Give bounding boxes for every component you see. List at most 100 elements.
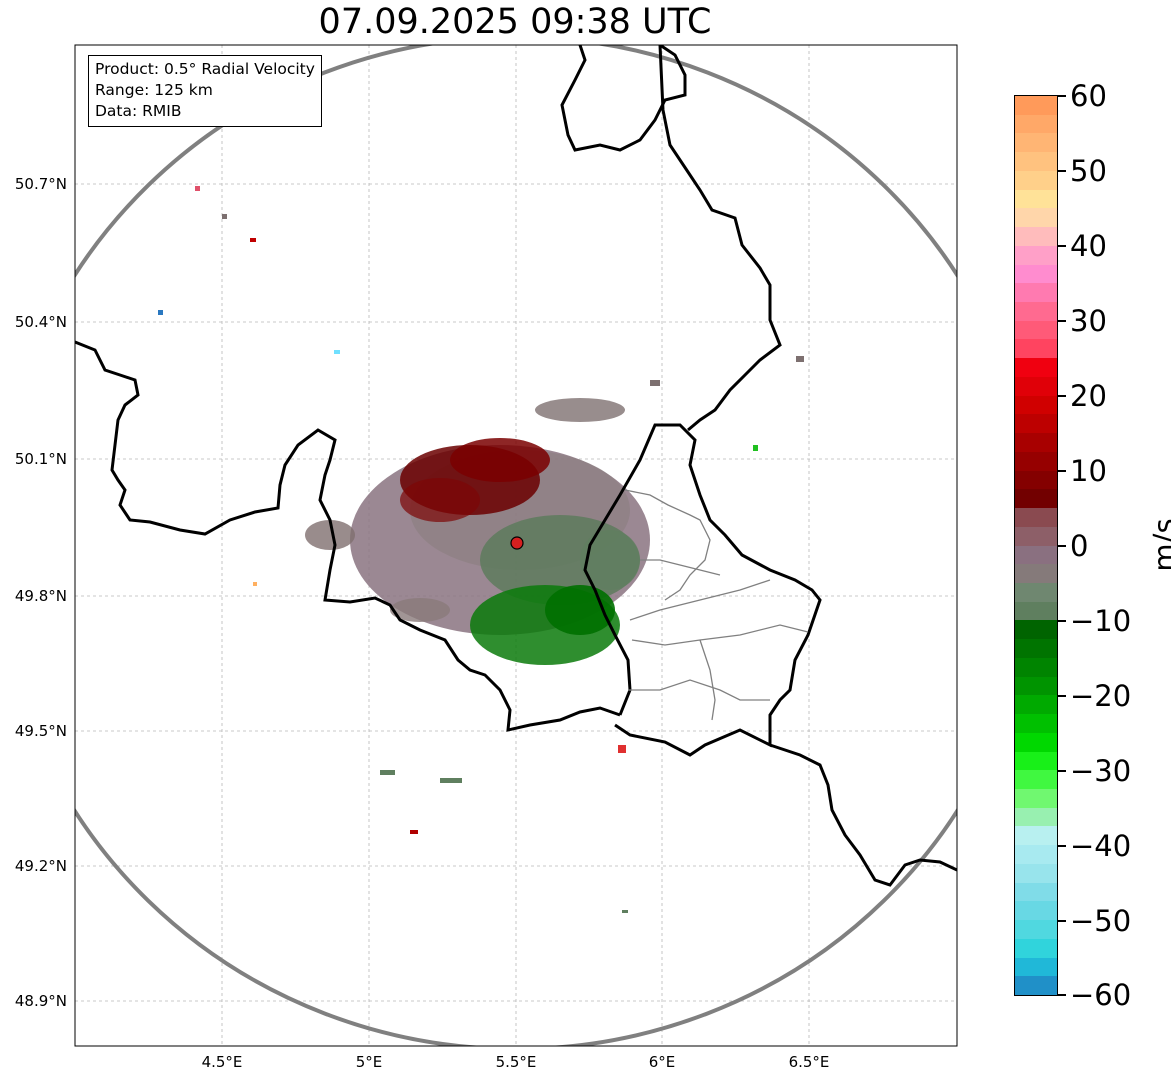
data-source-label: Data: RMIB [95, 102, 182, 120]
colorbar-band [1015, 152, 1057, 172]
plot-frame [74, 44, 958, 1047]
colorbar-band [1015, 376, 1057, 397]
colorbar-band [1015, 564, 1057, 584]
colorbar-tick [1058, 395, 1066, 397]
colorbar-band [1015, 208, 1057, 228]
colorbar-tick [1058, 770, 1066, 772]
colorbar-tick [1058, 845, 1066, 847]
colorbar-band [1015, 283, 1057, 303]
x-tick-label: 5°E [356, 1053, 383, 1071]
colorbar-band [1015, 657, 1057, 678]
colorbar-band [1015, 339, 1057, 360]
colorbar-band [1015, 227, 1057, 247]
colorbar-band [1015, 639, 1057, 659]
colorbar-tick [1058, 470, 1066, 472]
y-tick-label: 48.9°N [15, 992, 67, 1010]
colorbar-band [1015, 433, 1057, 453]
colorbar-band [1015, 714, 1057, 734]
product-label: Product: 0.5° Radial Velocity [95, 60, 315, 78]
colorbar-band [1015, 96, 1057, 116]
colorbar-band [1015, 601, 1057, 622]
colorbar-band [1015, 320, 1057, 341]
colorbar-tick [1058, 620, 1066, 622]
colorbar-band [1015, 863, 1057, 884]
colorbar-band [1015, 582, 1057, 603]
colorbar-band [1015, 245, 1057, 266]
colorbar-band [1015, 133, 1057, 154]
colorbar-tick [1058, 545, 1066, 547]
colorbar-band [1015, 676, 1057, 697]
colorbar-band [1015, 976, 1057, 995]
colorbar-band [1015, 414, 1057, 435]
colorbar-tick [1058, 170, 1066, 172]
colorbar-band [1015, 526, 1057, 547]
colorbar-band [1015, 489, 1057, 509]
colorbar-band [1015, 901, 1057, 921]
range-label: Range: 125 km [95, 81, 213, 99]
y-tick-label: 49.8°N [15, 587, 67, 605]
colorbar-band [1015, 920, 1057, 940]
x-axis-labels: 4.5°E 5°E 5.5°E 6°E 6.5°E [202, 1053, 830, 1071]
y-tick-label: 49.2°N [15, 857, 67, 875]
x-tick-label: 6°E [649, 1053, 676, 1071]
colorbar-label: −20 [1070, 679, 1132, 713]
colorbar-label: 20 [1070, 379, 1107, 413]
colorbar-band [1015, 508, 1057, 528]
country-borders [75, 45, 957, 887]
radar-echoes [158, 186, 804, 913]
colorbar-label: 0 [1070, 529, 1089, 563]
colorbar-label: −40 [1070, 829, 1132, 863]
colorbar-band [1015, 620, 1057, 641]
colorbar-tick [1058, 320, 1066, 322]
colorbar-band [1015, 470, 1057, 491]
x-tick-label: 6.5°E [789, 1053, 830, 1071]
map-title: 07.09.2025 09:38 UTC [318, 2, 712, 42]
colorbar-unit-label: m/s [1147, 518, 1171, 572]
y-tick-label: 50.7°N [15, 175, 67, 193]
colorbar-band [1015, 938, 1057, 959]
colorbar-label: 60 [1070, 79, 1107, 113]
colorbar-label: −30 [1070, 754, 1132, 788]
colorbar-band [1015, 264, 1057, 285]
colorbar-band [1015, 845, 1057, 865]
colorbar-tick [1058, 95, 1066, 97]
colorbar-band [1015, 395, 1057, 416]
y-tick-label: 49.5°N [15, 722, 67, 740]
colorbar-label: −50 [1070, 904, 1132, 938]
product-info-box: Product: 0.5° Radial Velocity Range: 125… [88, 55, 322, 127]
colorbar-band [1015, 807, 1057, 828]
colorbar-band [1015, 189, 1057, 210]
colorbar-tick [1058, 245, 1066, 247]
colorbar-band [1015, 451, 1057, 472]
y-axis-labels: 50.7°N 50.4°N 50.1°N 49.8°N 49.5°N 49.2°… [15, 175, 67, 1010]
admin-borders [624, 489, 809, 721]
colorbar-band [1015, 170, 1057, 191]
colorbar-band [1015, 751, 1057, 772]
colorbar-band [1015, 882, 1057, 903]
velocity-colorbar [1014, 95, 1058, 996]
colorbar-label: 10 [1070, 454, 1107, 488]
colorbar-label: −60 [1070, 978, 1132, 1012]
radar-site-marker [510, 536, 524, 550]
colorbar-label: 50 [1070, 154, 1107, 188]
colorbar-band [1015, 826, 1057, 847]
colorbar-band [1015, 302, 1057, 322]
colorbar-label: −10 [1070, 604, 1132, 638]
colorbar-band [1015, 957, 1057, 978]
y-tick-label: 50.1°N [15, 450, 67, 468]
colorbar-band [1015, 770, 1057, 790]
colorbar-label: 30 [1070, 304, 1107, 338]
colorbar-band [1015, 788, 1057, 809]
colorbar-band [1015, 545, 1057, 566]
colorbar-band [1015, 732, 1057, 753]
colorbar-tick [1058, 695, 1066, 697]
colorbar-band [1015, 114, 1057, 135]
colorbar-tick [1058, 920, 1066, 922]
y-tick-label: 50.4°N [15, 313, 67, 331]
x-tick-label: 4.5°E [202, 1053, 243, 1071]
colorbar-band [1015, 358, 1057, 378]
colorbar-band [1015, 695, 1057, 715]
x-tick-label: 5.5°E [496, 1053, 537, 1071]
colorbar-label: 40 [1070, 229, 1107, 263]
